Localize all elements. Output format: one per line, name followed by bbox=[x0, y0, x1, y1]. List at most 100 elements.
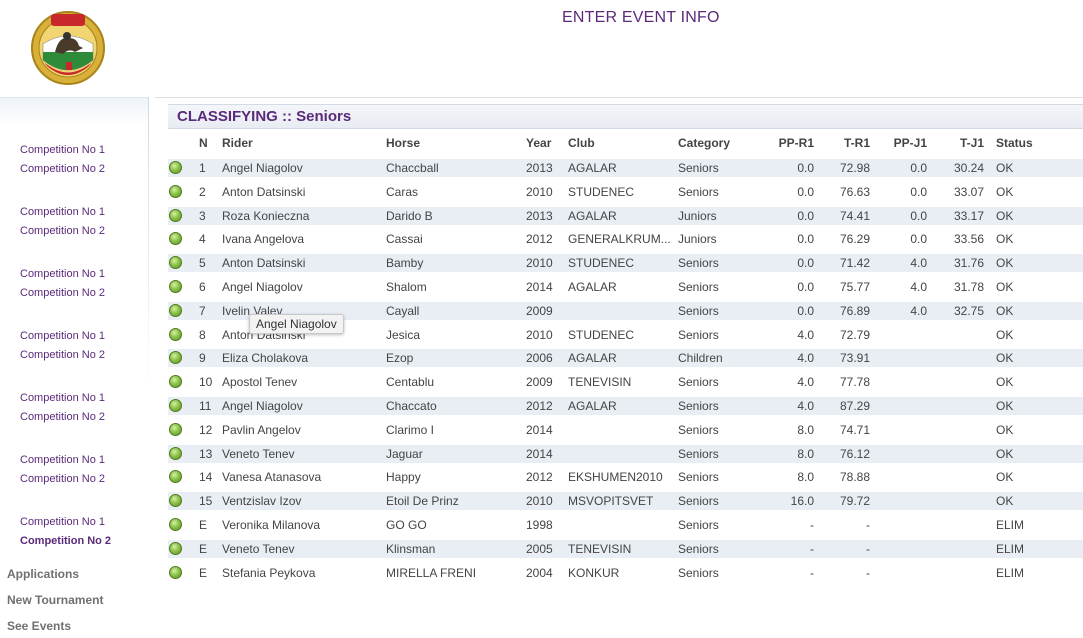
sidebar-competition-link[interactable]: Competition No 2 bbox=[20, 473, 105, 485]
column-header-pp-j1[interactable]: PP-J1 bbox=[893, 136, 927, 150]
cell-rider[interactable]: Angel Niagolov bbox=[222, 280, 303, 294]
cell-horse[interactable]: Chaccball bbox=[386, 161, 439, 175]
cell-rider[interactable]: Anton Datsinski bbox=[222, 256, 306, 271]
cell-rider[interactable]: Veronika Milanova bbox=[222, 518, 321, 532]
cell-rider[interactable]: Veneto Tenev bbox=[222, 446, 295, 461]
column-header-t-r1[interactable]: T-R1 bbox=[843, 136, 870, 150]
cell-horse[interactable]: Jesica bbox=[386, 327, 421, 342]
cell-horse[interactable]: Caras bbox=[386, 184, 419, 199]
status-indicator-icon bbox=[169, 327, 182, 341]
cell-rider[interactable]: Angel Niagolov bbox=[222, 399, 303, 413]
table-row[interactable]: 8 Anton Datsinski Jesica 2010 STUDENEC Senior… bbox=[168, 326, 1083, 344]
column-header-status[interactable]: Status bbox=[996, 136, 1033, 150]
sidebar-competition-link[interactable]: Competition No 1 bbox=[20, 454, 105, 466]
sidebar-menu-applications[interactable]: Applications bbox=[7, 567, 80, 581]
sidebar-competition-link[interactable]: Competition No 2 bbox=[20, 225, 105, 237]
table-row[interactable]: 13 Veneto Tenev Jaguar 2014 Seniors 8.0 76.12 O… bbox=[168, 444, 1083, 463]
cell-status: OK bbox=[996, 351, 1014, 366]
cell-rider[interactable]: Apostol Tenev bbox=[222, 375, 298, 390]
cell-category: Seniors bbox=[678, 422, 719, 437]
table-row[interactable]: 9 Eliza Cholakova Ezop 2006 AGALAR Children 4.… bbox=[168, 349, 1083, 368]
table-row[interactable]: 4 Ivana Angelova Cassai 2012 GENERALKRUM... J… bbox=[168, 230, 1083, 248]
cell-rider[interactable]: Roza Konieczna bbox=[222, 208, 310, 223]
sidebar-competition-link[interactable]: Competition No 1 bbox=[20, 392, 105, 404]
cell-year: 1998 bbox=[526, 518, 553, 532]
table-row[interactable]: E Stefania Peykova MIRELLA FRENI 2004 KONKUR… bbox=[168, 564, 1083, 582]
table-row[interactable]: 15 Ventzislav Izov Etoil De Prinz 2010 MSVOP… bbox=[168, 492, 1083, 511]
sidebar-competition-link[interactable]: Competition No 1 bbox=[20, 268, 105, 280]
table-row[interactable]: 11 Angel Niagolov Chaccato 2012 AGALAR Senior… bbox=[168, 397, 1083, 415]
sidebar-competition-link[interactable]: Competition No 2 bbox=[20, 163, 105, 175]
status-indicator-icon bbox=[169, 446, 182, 460]
column-header-year[interactable]: Year bbox=[526, 136, 552, 150]
table-row[interactable]: 14 Vanesa Atanasova Happy 2012 EKSHUMEN2010 S… bbox=[168, 468, 1083, 486]
cell-rider[interactable]: Ventzislav Izov bbox=[222, 494, 302, 509]
sidebar-competition-link[interactable]: Competition No 2 bbox=[20, 349, 105, 361]
column-header-n[interactable]: N bbox=[199, 136, 208, 150]
column-header-rider[interactable]: Rider bbox=[222, 136, 253, 150]
cell-rider[interactable]: Eliza Cholakova bbox=[222, 351, 309, 366]
sidebar-competition-link[interactable]: Competition No 1 bbox=[20, 330, 105, 342]
sidebar-competition-link[interactable]: Competition No 1 bbox=[20, 144, 105, 156]
cell-horse[interactable]: Klinsman bbox=[386, 541, 436, 556]
table-row[interactable]: 10 Apostol Tenev Centablu 2009 TENEVISIN Seni… bbox=[168, 373, 1083, 391]
cell-horse[interactable]: Cayall bbox=[386, 303, 420, 318]
sidebar-menu-see-events[interactable]: See Events bbox=[7, 619, 72, 633]
sidebar-competition-link[interactable]: Competition No 2 bbox=[20, 287, 105, 299]
cell-rider[interactable]: Ivana Angelova bbox=[222, 232, 305, 247]
cell-year: 2010 bbox=[526, 494, 553, 509]
cell-horse[interactable]: Chaccato bbox=[386, 399, 437, 413]
rider-tooltip: Angel Niagolov bbox=[249, 314, 344, 334]
cell-horse[interactable]: Ezop bbox=[386, 351, 414, 366]
cell-horse[interactable]: Shalom bbox=[386, 280, 427, 294]
cell-status: OK bbox=[996, 184, 1014, 199]
cell-rider[interactable]: Vanesa Atanasova bbox=[222, 470, 322, 485]
table-row[interactable]: 7 Ivelin Valev Cayall 2009 Seniors 0.0 76.89 4.… bbox=[168, 301, 1083, 320]
cell-horse[interactable]: Clarimo I bbox=[386, 422, 435, 437]
cell-rider[interactable]: Pavlin Angelov bbox=[222, 422, 301, 437]
cell-pp-j1: 0.0 bbox=[910, 161, 927, 175]
table-row[interactable]: 12 Pavlin Angelov Clarimo I 2014 Seniors 8.0 7… bbox=[168, 421, 1083, 439]
table-row[interactable]: 5 Anton Datsinski Bamby 2010 STUDENEC Seniors… bbox=[168, 254, 1083, 273]
cell-horse[interactable]: Darido B bbox=[386, 208, 433, 223]
table-row[interactable]: E Veronika Milanova GO GO 1998 Seniors - - ELIM bbox=[168, 516, 1083, 534]
cell-t-r1: 78.88 bbox=[839, 470, 870, 485]
cell-horse[interactable]: Etoil De Prinz bbox=[386, 494, 459, 509]
column-header-club[interactable]: Club bbox=[568, 136, 595, 150]
cell-rider[interactable]: Veneto Tenev bbox=[222, 541, 295, 556]
status-indicator-icon bbox=[169, 541, 182, 555]
column-header-horse[interactable]: Horse bbox=[386, 136, 421, 150]
cell-year: 2013 bbox=[526, 161, 553, 175]
sidebar-menu-new-tournament[interactable]: New Tournament bbox=[7, 593, 104, 607]
cell-horse[interactable]: GO GO bbox=[386, 518, 427, 532]
cell-rider[interactable]: Stefania Peykova bbox=[222, 565, 316, 580]
cell-horse[interactable]: MIRELLA FRENI bbox=[386, 565, 477, 580]
table-row[interactable]: 2 Anton Datsinski Caras 2010 STUDENEC Seniors… bbox=[168, 183, 1083, 201]
sidebar-competition-link[interactable]: Competition No 1 bbox=[20, 206, 105, 218]
sidebar-competition-link[interactable]: Competition No 1 bbox=[20, 516, 105, 528]
cell-category: Seniors bbox=[678, 470, 719, 485]
cell-club: AGALAR bbox=[568, 351, 617, 366]
cell-category: Juniors bbox=[678, 232, 717, 247]
table-row[interactable]: 1 Angel Niagolov Chaccball 2013 AGALAR Senior… bbox=[168, 159, 1083, 177]
cell-club: EKSHUMEN2010 bbox=[568, 470, 663, 485]
table-row[interactable]: 3 Roza Konieczna Darido B 2013 AGALAR Juniors… bbox=[168, 206, 1083, 225]
cell-rider[interactable]: Angel Niagolov bbox=[222, 161, 303, 175]
cell-horse[interactable]: Jaguar bbox=[386, 446, 423, 461]
table-row[interactable]: 6 Angel Niagolov Shalom 2014 AGALAR Seniors 0.… bbox=[168, 278, 1083, 296]
cell-status: OK bbox=[996, 303, 1014, 318]
cell-horse[interactable]: Happy bbox=[386, 470, 421, 485]
cell-horse[interactable]: Centablu bbox=[386, 375, 435, 390]
cell-horse[interactable]: Cassai bbox=[386, 232, 423, 247]
column-header-pp-r1[interactable]: PP-R1 bbox=[778, 136, 814, 150]
cell-horse[interactable]: Bamby bbox=[386, 256, 424, 271]
column-header-category[interactable]: Category bbox=[678, 136, 731, 150]
cell-rider[interactable]: Anton Datsinski bbox=[222, 184, 306, 199]
sidebar-competition-link[interactable]: Competition No 2 bbox=[20, 535, 112, 547]
cell-year: 2010 bbox=[526, 327, 553, 342]
cell-pp-r1: 16.0 bbox=[790, 494, 814, 509]
sidebar-competition-link[interactable]: Competition No 2 bbox=[20, 411, 105, 423]
column-header-t-j1[interactable]: T-J1 bbox=[959, 136, 984, 150]
table-row[interactable]: E Veneto Tenev Klinsman 2005 TENEVISIN Senior… bbox=[168, 539, 1083, 558]
cell-year: 2004 bbox=[526, 565, 553, 580]
